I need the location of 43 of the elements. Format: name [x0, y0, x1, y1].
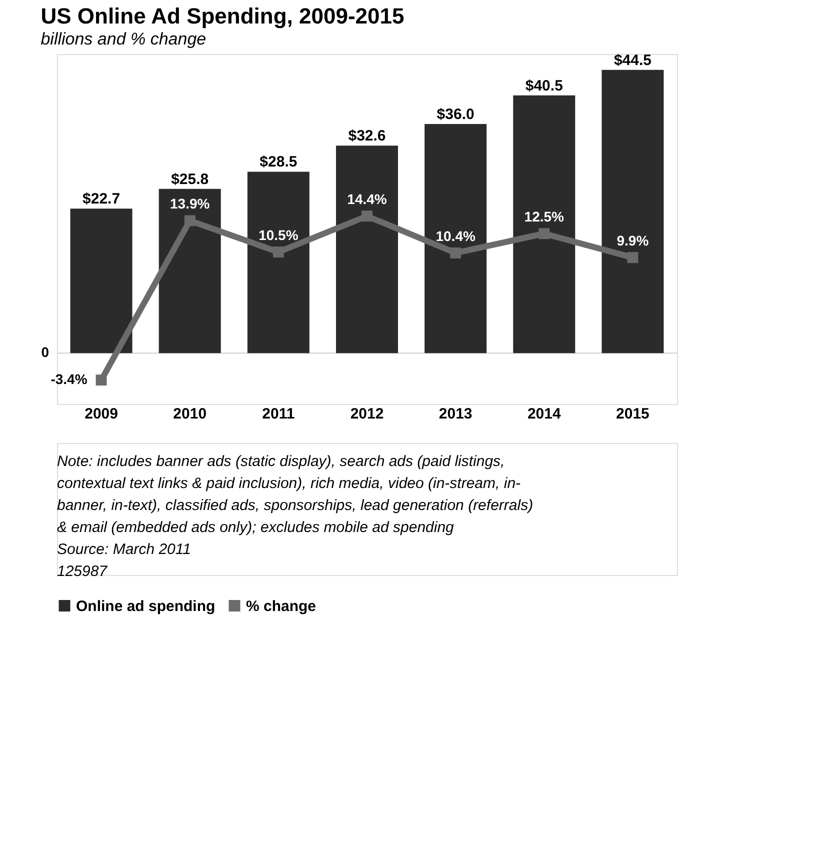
data-label: 14.4% [347, 191, 388, 208]
bar [424, 124, 487, 354]
point [538, 228, 550, 240]
data-label: 12.5% [524, 208, 565, 225]
legend-label: % change [246, 598, 316, 615]
x-tick-label: 2014 [527, 406, 562, 422]
chart-title: US Online Ad Spending, 2009-2015 [40, 3, 404, 28]
bar [247, 172, 310, 354]
x-tick-label: 2015 [616, 406, 650, 422]
bar [513, 95, 576, 354]
data-label: 10.4% [436, 228, 476, 244]
data-label: 13.9% [170, 196, 210, 212]
point [362, 210, 372, 222]
data-label: $32.6 [348, 128, 386, 145]
x-tick-label: 2010 [173, 406, 207, 422]
chart-subtitle: billions and % change [40, 29, 206, 48]
text: Note: includes banner ads (static display), search ads (paid listings, contextual text links & paid inclusion), rich media, video (in-stream, in-banner, in-text), classified ads, sponsorships, lead generation (referrals) & email (embedded ads only); excludes mobile ad spending [57, 453, 534, 536]
point [184, 215, 196, 226]
bar [158, 188, 221, 354]
data-label: $25.8 [171, 170, 209, 188]
x-tick-label: 2013 [438, 406, 472, 422]
source-note: Source: March 2011 [57, 541, 191, 558]
data-label: $40.5 [525, 77, 563, 94]
x-tick-label: 2009 [84, 406, 118, 422]
text: 125987 [57, 563, 108, 580]
x-tick-label: 2011 [262, 406, 295, 422]
data-label: 9.9% [616, 232, 650, 249]
data-label: $28.5 [260, 154, 298, 171]
point [450, 247, 462, 258]
bar [336, 146, 398, 354]
data-label: 10.5% [258, 227, 299, 244]
point [96, 374, 107, 386]
point [627, 252, 638, 264]
data-label: $44.5 [614, 52, 652, 69]
data-label: -3.4% [50, 371, 88, 388]
x-tick-label: 2012 [350, 406, 384, 422]
data-label: $22.7 [82, 190, 120, 208]
legend-label: Online ad spending [76, 598, 216, 615]
point [272, 246, 284, 258]
data-label: $36.0 [436, 106, 474, 123]
bar [602, 70, 664, 354]
bar [70, 208, 132, 354]
ref-line-label: 0 [41, 344, 50, 360]
